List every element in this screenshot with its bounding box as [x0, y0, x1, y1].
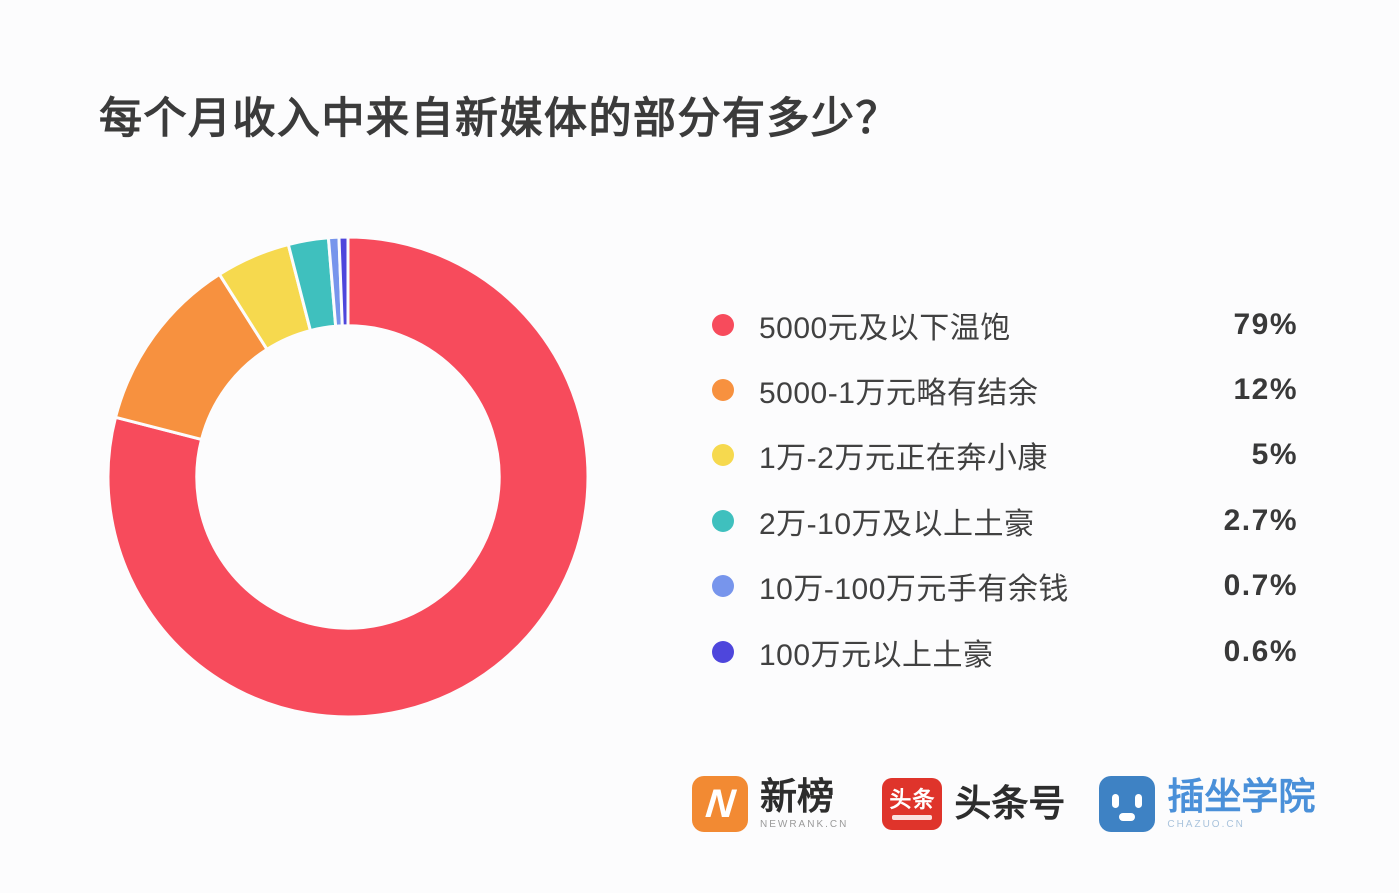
- chazuo-logo: 插坐学院 CHAZUO.CN: [1099, 776, 1315, 832]
- legend-label: 100万元以上土豪: [759, 638, 994, 672]
- toutiao-icon-strip: [892, 814, 933, 820]
- legend-label: 10万-100万元手有余钱: [759, 573, 1069, 607]
- legend-item: 100万元以上土豪 0.6%: [712, 619, 1298, 684]
- legend-dot: [712, 509, 734, 532]
- newrank-n-glyph: N: [703, 782, 737, 826]
- toutiao-icon-text: 头条: [889, 786, 936, 812]
- newrank-subtitle: NEWRANK.CN: [760, 819, 849, 831]
- legend-value: 0.7%: [1223, 569, 1298, 603]
- legend-value: 12%: [1233, 373, 1298, 407]
- newrank-icon: N: [692, 776, 748, 832]
- footer-logos: N 新榜 NEWRANK.CN 头条 头条号 插坐学院 CHAZUO.CN: [692, 776, 1315, 832]
- donut-slice: [106, 235, 590, 719]
- newrank-title: 新榜: [760, 775, 834, 817]
- legend-value: 2.7%: [1223, 503, 1298, 537]
- chart-legend: 5000元及以下温饱 79% 5000-1万元略有结余 12% 1万-2万元正在…: [712, 292, 1298, 684]
- legend-label: 1万-2万元正在奔小康: [759, 442, 1048, 476]
- legend-dot: [712, 313, 734, 336]
- legend-dot: [712, 575, 734, 598]
- legend-dot: [712, 444, 734, 467]
- toutiao-logo: 头条 头条号: [882, 778, 1065, 830]
- donut-chart: [106, 235, 590, 719]
- legend-dot: [712, 640, 734, 663]
- chazuo-face-icon: [1099, 776, 1156, 832]
- chazuo-subtitle: CHAZUO.CN: [1167, 819, 1245, 831]
- legend-item: 2万-10万及以上土豪 2.7%: [712, 488, 1298, 553]
- legend-item: 5000元及以下温饱 79%: [712, 292, 1298, 357]
- legend-item: 1万-2万元正在奔小康 5%: [712, 423, 1298, 488]
- chazuo-title: 插坐学院: [1167, 775, 1316, 817]
- legend-value: 0.6%: [1223, 634, 1298, 668]
- legend-item: 5000-1万元略有结余 12%: [712, 357, 1298, 422]
- chazuo-mouth-icon: [1119, 813, 1136, 821]
- chart-title: 每个月收入中来自新媒体的部分有多少？: [99, 95, 900, 143]
- legend-value: 79%: [1233, 307, 1298, 341]
- toutiao-icon: 头条: [882, 778, 943, 830]
- chazuo-eye-icon: [1135, 794, 1143, 808]
- legend-label: 5000-1万元略有结余: [759, 377, 1039, 411]
- newrank-logo: N 新榜 NEWRANK.CN: [692, 776, 848, 832]
- toutiao-title: 头条号: [954, 782, 1066, 824]
- chazuo-eye-icon: [1112, 794, 1120, 808]
- legend-value: 5%: [1251, 438, 1298, 472]
- legend-label: 5000元及以下温饱: [759, 311, 1011, 345]
- donut-slice: [337, 235, 350, 328]
- legend-dot: [712, 379, 734, 402]
- legend-label: 2万-10万及以上土豪: [759, 507, 1035, 541]
- legend-item: 10万-100万元手有余钱 0.7%: [712, 554, 1298, 619]
